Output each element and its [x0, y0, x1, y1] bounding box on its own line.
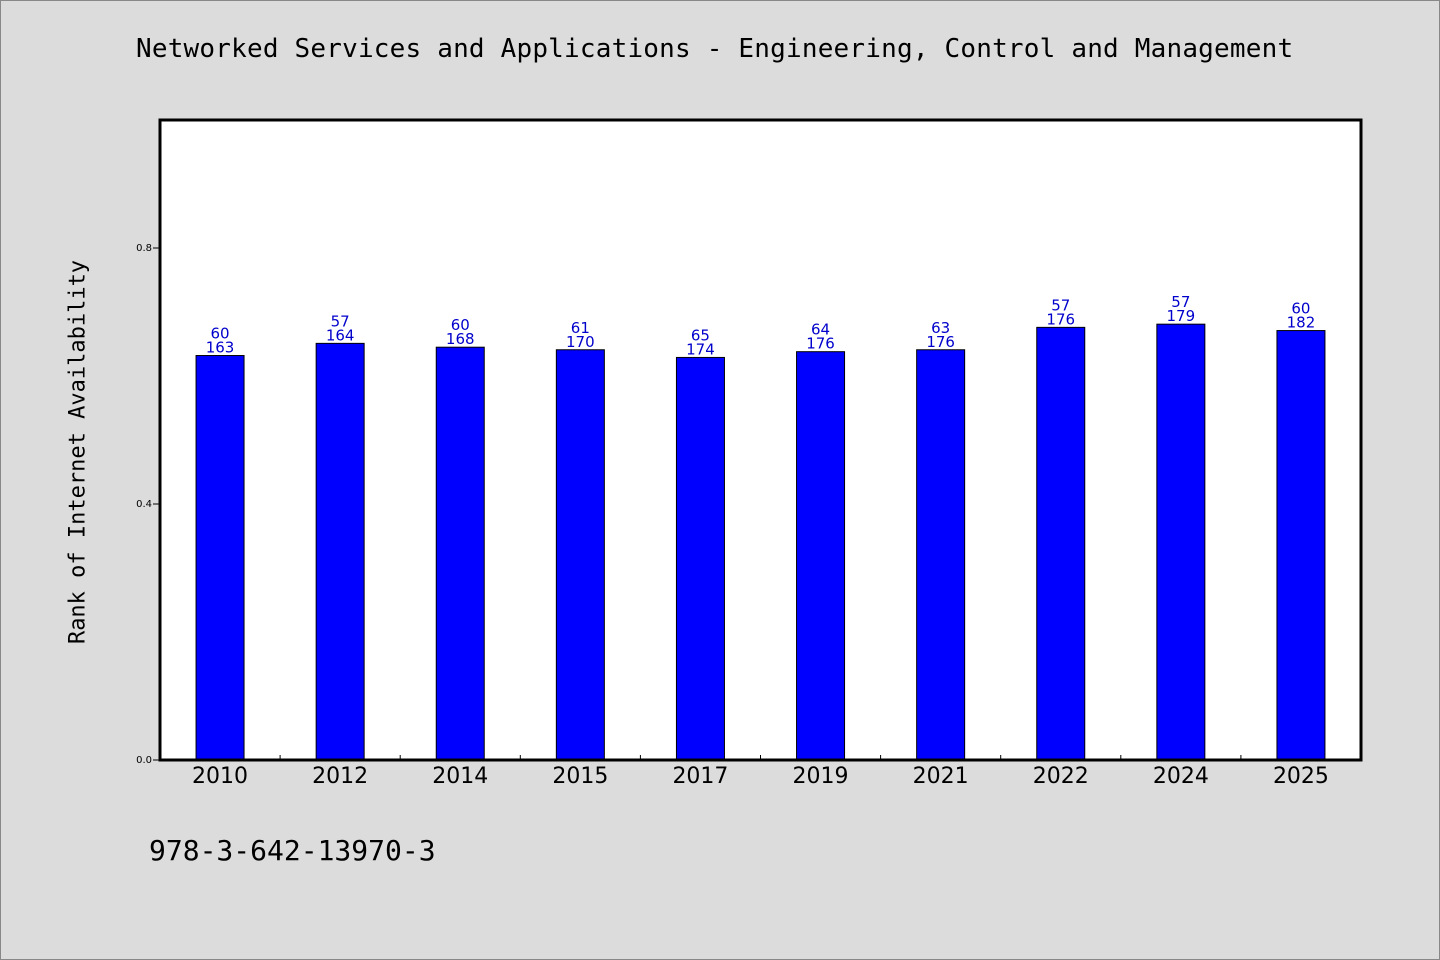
plot-border	[158, 118, 1363, 762]
x-tick-label: 2019	[793, 764, 849, 789]
y-tick-label: 0.4	[136, 499, 152, 510]
bar-label-bottom: 176	[806, 335, 835, 353]
x-tick-label: 2017	[672, 764, 728, 789]
x-tick-label: 2024	[1153, 764, 1209, 789]
bar-label-bottom: 163	[206, 339, 235, 357]
bar-label-bottom: 182	[1287, 314, 1316, 332]
bar-label-top: 61	[571, 319, 590, 337]
bar	[1276, 330, 1326, 761]
bar-label-top: 57	[1171, 293, 1190, 311]
bar-label-bottom: 179	[1167, 307, 1196, 325]
bar-label-top: 60	[451, 316, 470, 334]
bar-label-top: 63	[931, 319, 950, 337]
x-tick-label: 2012	[312, 764, 368, 789]
x-tick-label: 2022	[1033, 764, 1089, 789]
bar-label-bottom: 176	[1046, 310, 1075, 328]
y-tick-label: 0.8	[136, 243, 152, 254]
x-tick-label: 2015	[552, 764, 608, 789]
bar-label-bottom: 176	[926, 333, 955, 351]
bar-label-bottom: 174	[686, 340, 715, 358]
bar	[1036, 326, 1086, 761]
bar-label-top: 65	[691, 326, 710, 344]
bar	[1156, 323, 1206, 761]
x-tick-label: 2014	[432, 764, 488, 789]
bar-label-top: 57	[331, 312, 350, 330]
bar	[675, 356, 725, 761]
x-tick-label: 2010	[192, 764, 248, 789]
y-tick-label: 0.0	[136, 755, 152, 766]
bar	[555, 349, 605, 761]
bar	[916, 349, 966, 761]
bar	[315, 342, 365, 761]
bar-label-bottom: 164	[326, 326, 355, 344]
bar	[195, 355, 245, 761]
bar-label-top: 57	[1051, 296, 1070, 314]
bar	[435, 346, 485, 761]
x-tick-label: 2021	[913, 764, 969, 789]
bar-label-bottom: 170	[566, 333, 595, 351]
bar-label-bottom: 168	[446, 330, 475, 348]
bar	[796, 351, 846, 761]
isbn-label: 978-3-642-13970-3	[149, 834, 436, 867]
bar-label-top: 64	[811, 321, 830, 339]
bar-label-top: 60	[211, 325, 230, 343]
chart-title: Networked Services and Applications - En…	[136, 34, 1294, 64]
bar-label-top: 60	[1291, 300, 1310, 318]
x-tick-label: 2025	[1273, 764, 1329, 789]
